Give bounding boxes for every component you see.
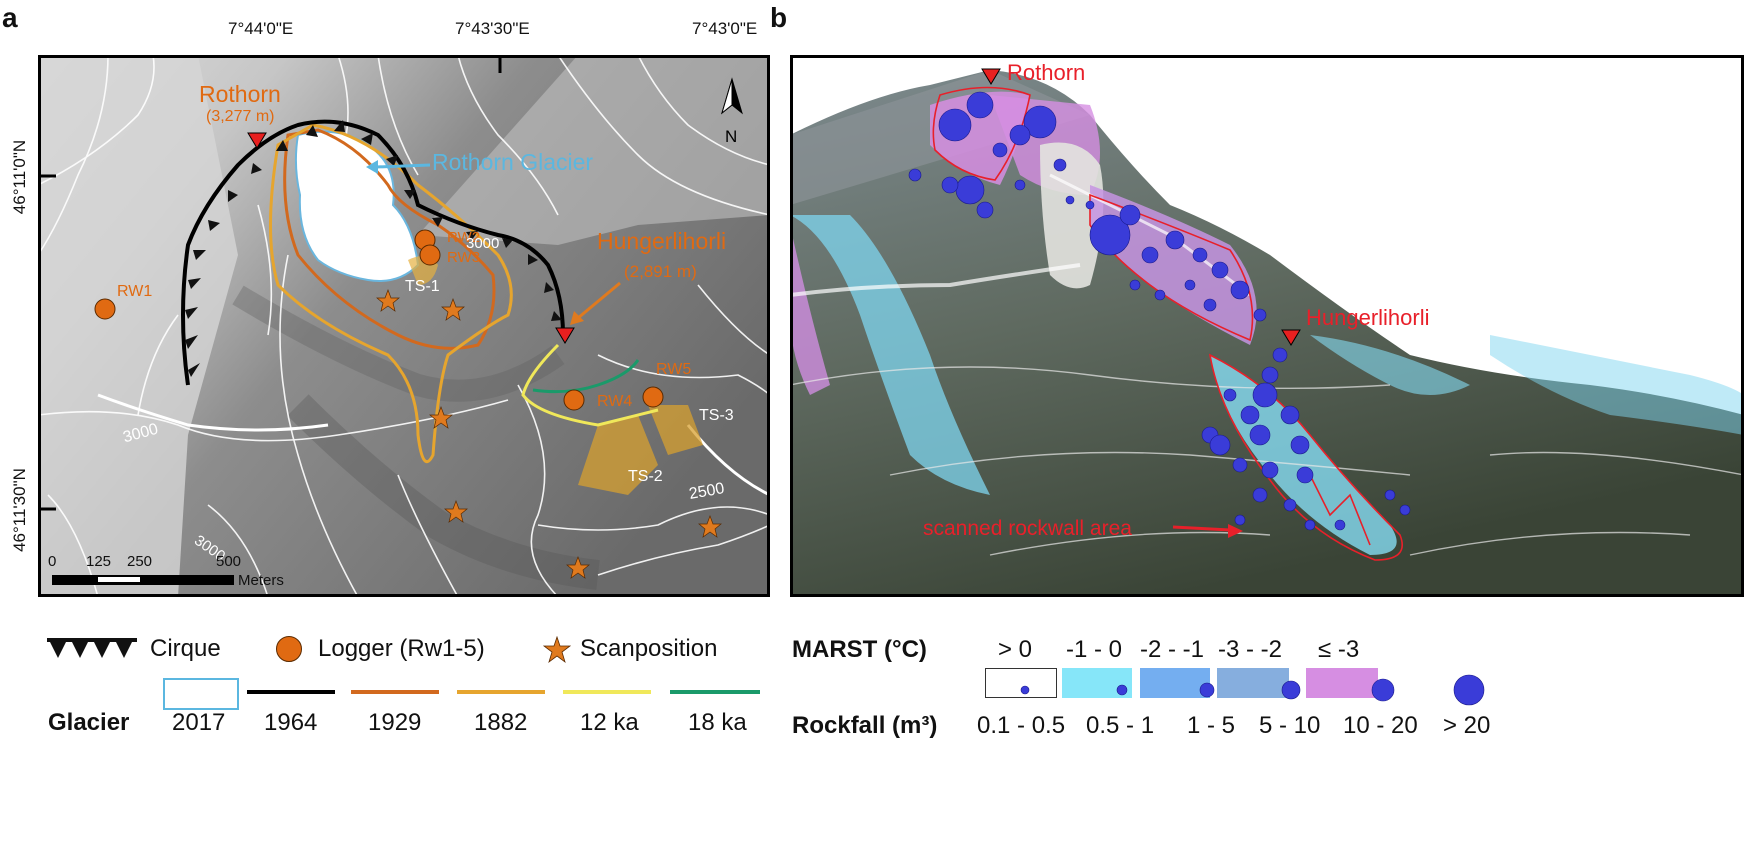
rw2-label: RW2: [447, 229, 481, 246]
rw4-label: RW4: [597, 393, 633, 410]
hungerlihorli-label-b: Hungerlihorli: [1306, 305, 1430, 330]
rockfall-label-1: 0.1 - 0.5: [977, 712, 1066, 739]
legend-marst-title: MARST (°C): [792, 636, 927, 663]
glacier-label-12ka: 12 ka: [580, 709, 639, 736]
rockfall-label-2: 0.5 - 1: [1086, 712, 1155, 739]
panel-b-frame: [790, 55, 1744, 597]
glacier-swatch-1882: [457, 690, 545, 694]
legend-rockfall-title: Rockfall (m³): [792, 712, 938, 739]
marst-swatch-gt0: [985, 668, 1057, 698]
terrain-3d-view: [790, 55, 1744, 597]
glacier-swatch-1964: [247, 690, 335, 694]
north-label: N: [725, 127, 738, 146]
glacier-label-1964: 1964: [264, 709, 318, 736]
ts1-label: TS-1: [405, 278, 440, 295]
scale-tick-125: 125: [86, 553, 112, 570]
scanned-rockwall-label: scanned rockwall area: [923, 517, 1132, 540]
rothorn-label-b: Rothorn: [1007, 60, 1086, 85]
marst-swatch-m2-m1: [1140, 668, 1210, 698]
lat-tick-1: 46°11'0"N: [10, 139, 29, 215]
scale-tick-500: 500: [216, 553, 242, 570]
glacier-swatch-12ka: [563, 690, 651, 694]
glacier-swatch-2017: [163, 678, 239, 710]
scale-tick-0: 0: [48, 553, 57, 570]
hungerlihorli-label-a: Hungerlihorli: [597, 228, 727, 254]
lon-tick-2: 7°43'30"E: [455, 19, 530, 38]
rockfall-label-5: 10 - 20: [1343, 712, 1418, 739]
marst-label-m2-m1: -2 - -1: [1140, 636, 1205, 663]
scanposition-icon: [543, 636, 571, 664]
panel-a-frame: [38, 55, 770, 597]
cirque-symbol: [47, 638, 137, 658]
rw1-label: RW1: [117, 283, 153, 300]
legend-logger-label: Logger (Rw1-5): [318, 635, 485, 662]
hungerlihorli-elevation-a: (2,891 m): [624, 262, 697, 281]
marst-swatch-m3-m2: [1217, 668, 1289, 698]
legend-scanposition-label: Scanposition: [580, 635, 718, 662]
rw3-label: RW3: [447, 249, 481, 266]
rothorn-elevation-a: (3,277 m): [206, 108, 275, 125]
rockfall-label-4: 5 - 10: [1259, 712, 1321, 739]
panel-b-letter: b: [770, 2, 788, 33]
rothorn-glacier-label: Rothorn Glacier: [432, 149, 594, 175]
rockfall-label-6: > 20: [1443, 712, 1491, 739]
rockfall-size-symbols: [1020, 674, 1485, 706]
lon-tick-3: 7°43'0"E: [692, 19, 758, 38]
marst-label-le-m3: ≤ -3: [1318, 636, 1360, 663]
glacier-label-2017: 2017: [172, 709, 226, 736]
marst-label-m1-0: -1 - 0: [1066, 636, 1123, 663]
glacier-swatch-18ka: [670, 690, 760, 694]
marst-swatch-le-m3: [1306, 668, 1378, 698]
lat-tick-2: 46°11'30"N: [10, 468, 29, 552]
glacier-swatch-1929: [351, 690, 439, 694]
hillshade-map: [38, 55, 770, 597]
ts2-label: TS-2: [628, 468, 663, 485]
scale-tick-250: 250: [127, 553, 153, 570]
legend-cirque-label: Cirque: [150, 635, 221, 662]
logger-symbol: [276, 636, 302, 662]
legend-glacier-title: Glacier: [48, 709, 130, 736]
rockfall-label-3: 1 - 5: [1187, 712, 1236, 739]
marst-label-m3-m2: -3 - -2: [1218, 636, 1283, 663]
lon-tick-1: 7°44'0"E: [228, 19, 294, 38]
rothorn-label-a: Rothorn: [199, 81, 281, 107]
glacier-label-1882: 1882: [474, 709, 528, 736]
panel-a-letter: a: [2, 2, 18, 33]
marst-label-gt0: > 0: [998, 636, 1033, 663]
glacier-label-18ka: 18 ka: [688, 709, 747, 736]
contour-label-3000-b: 3000: [466, 235, 500, 252]
ts3-label: TS-3: [699, 407, 734, 424]
glacier-label-1929: 1929: [368, 709, 422, 736]
scale-unit: Meters: [238, 572, 284, 589]
rw5-label: RW5: [656, 361, 692, 378]
